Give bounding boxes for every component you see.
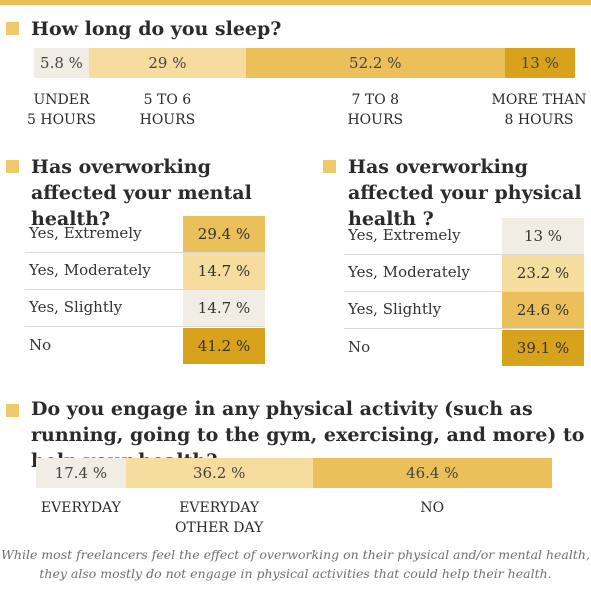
row-divider	[25, 252, 265, 253]
table-row-label: Yes, Extremely	[29, 224, 142, 242]
table-row-label: No	[348, 338, 371, 356]
table-row-value: 24.6 %	[502, 292, 584, 328]
bar-segment: 52.2 %	[245, 48, 505, 78]
mental-question: Has overworking affected your mental hea…	[6, 154, 296, 232]
table-row-label: Yes, Moderately	[29, 261, 151, 279]
category-label: MORE THAN 8 HOURS	[491, 92, 587, 128]
category-label: UNDER 5 HOURS	[27, 92, 96, 128]
bar-segment: 29 %	[89, 48, 246, 78]
bar-segment: 13 %	[504, 48, 575, 78]
category-label: EVERYDAY OTHER DAY	[175, 500, 264, 536]
row-divider	[25, 326, 265, 327]
row-divider	[344, 291, 584, 292]
physical-question-title: Has overworking affected your physical h…	[348, 156, 582, 230]
activity-question-title: Do you engage in any physical activity (…	[31, 398, 585, 472]
bar-segment: 46.4 %	[312, 458, 552, 488]
square-marker-icon	[6, 160, 19, 173]
bar-segment: 5.8 %	[34, 48, 89, 78]
bar-segment: 17.4 %	[36, 458, 126, 488]
row-divider	[25, 289, 265, 290]
category-label: 7 TO 8 HOURS	[347, 92, 404, 128]
square-marker-icon	[6, 22, 19, 35]
square-marker-icon	[323, 160, 336, 173]
category-label: 5 TO 6 HOURS	[139, 92, 196, 128]
table-row-label: No	[29, 336, 52, 354]
mental-question-title: Has overworking affected your mental hea…	[31, 156, 252, 230]
bar-segment: 36.2 %	[125, 458, 313, 488]
table-row-value: 41.2 %	[183, 328, 265, 364]
table-row-label: Yes, Moderately	[348, 263, 470, 281]
sleep-question: How long do you sleep?	[6, 16, 281, 42]
table-row-value: 14.7 %	[183, 253, 265, 289]
top-accent-bar	[0, 0, 591, 5]
table-row-value: 23.2 %	[502, 255, 584, 291]
sleep-question-title: How long do you sleep?	[31, 18, 282, 40]
table-row-label: Yes, Slightly	[29, 298, 123, 316]
table-row-label: Yes, Extremely	[348, 226, 461, 244]
category-label: NO	[420, 500, 445, 516]
table-row-value: 39.1 %	[502, 330, 584, 366]
sleep-bar: 5.8 % 29 % 52.2 % 13 %	[34, 48, 575, 78]
activity-question: Do you engage in any physical activity (…	[6, 396, 586, 474]
table-row-value: 13 %	[502, 218, 584, 254]
table-row-label: Yes, Slightly	[348, 300, 442, 318]
activity-bar: 17.4 % 36.2 % 46.4 %	[36, 458, 552, 488]
square-marker-icon	[6, 404, 19, 417]
footnote: While most freelancers feel the effect o…	[1, 547, 590, 581]
row-divider	[344, 328, 584, 329]
row-divider	[344, 254, 584, 255]
physical-question: Has overworking affected your physical h…	[323, 154, 591, 232]
table-row-value: 29.4 %	[183, 216, 265, 252]
category-label: EVERYDAY	[40, 500, 121, 516]
table-row-value: 14.7 %	[183, 290, 265, 326]
